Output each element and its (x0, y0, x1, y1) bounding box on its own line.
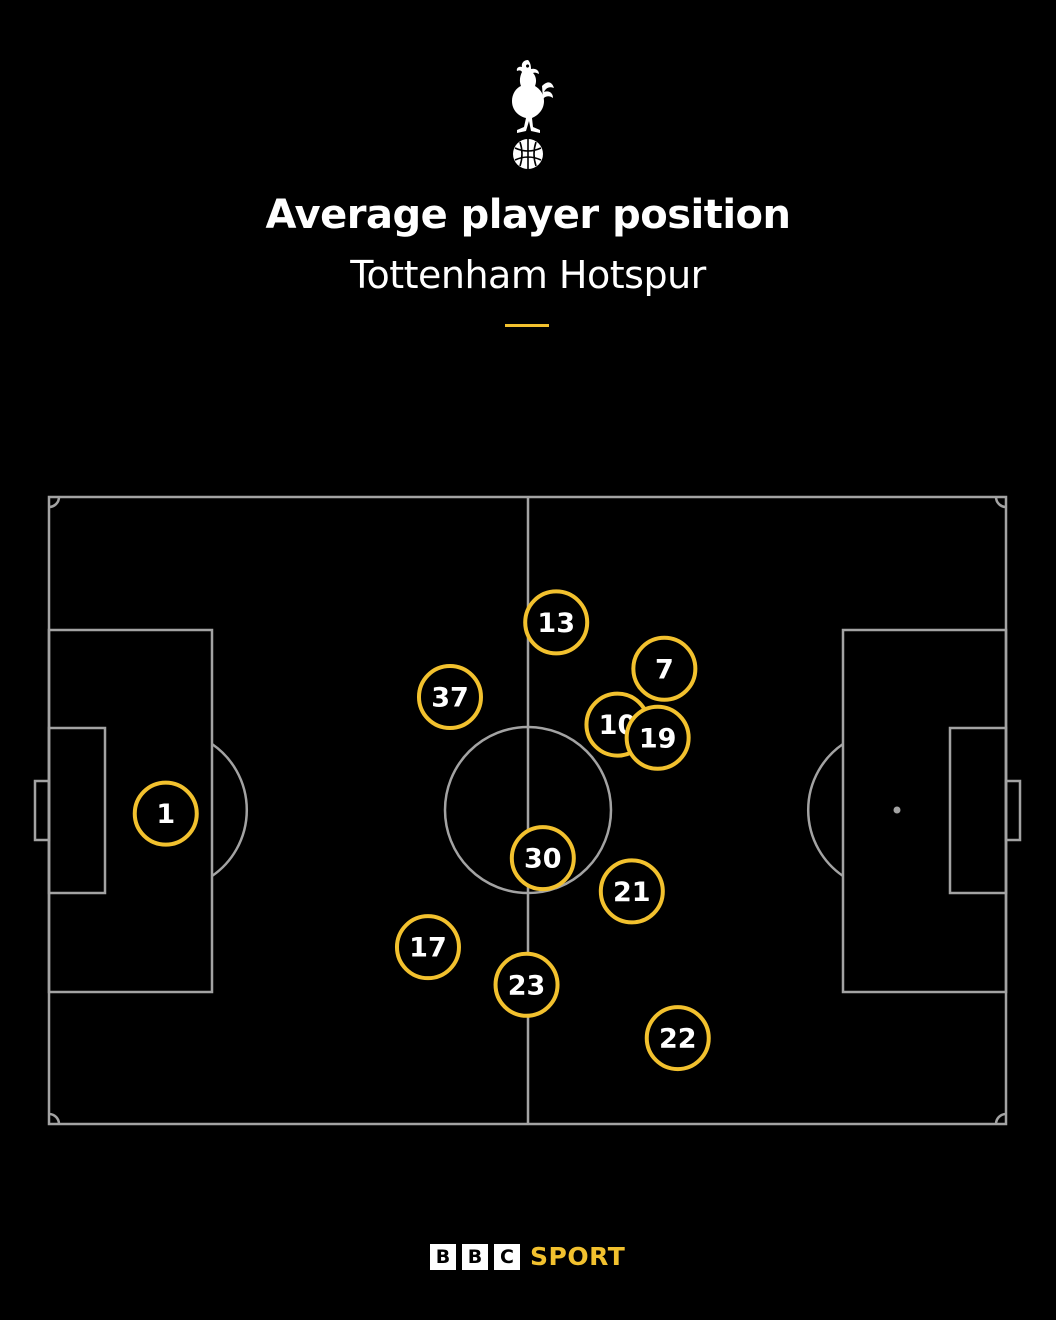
bbc-sport-logo: B B C SPORT (430, 1242, 625, 1272)
corner-arc-bottom-right (994, 1112, 1007, 1125)
bbc-letter-b1: B (430, 1244, 456, 1270)
player-ring (644, 1005, 711, 1072)
bbc-letter-c: C (494, 1244, 520, 1270)
left-six-yard-box (47, 726, 107, 895)
right-penalty-area (841, 628, 1008, 994)
tottenham-cockerel-crest-icon (512, 60, 554, 169)
player-ring (394, 914, 461, 981)
player-number: 23 (508, 970, 546, 1001)
player-ring (631, 635, 698, 702)
player-marker-7: 7 (631, 635, 698, 702)
player-number: 7 (655, 654, 674, 685)
player-ring (624, 704, 691, 771)
right-six-yard-box (948, 726, 1008, 895)
corner-arc-bottom-left (48, 1112, 61, 1125)
right-goal (1004, 779, 1022, 842)
chart-title: Average player position (265, 192, 791, 238)
right-penalty-arc (807, 742, 844, 878)
player-marker-13: 13 (523, 589, 590, 656)
player-ring (509, 825, 576, 892)
player-marker-1: 1 (132, 780, 199, 847)
player-ring (523, 589, 590, 656)
player-number: 13 (537, 608, 575, 639)
bbc-letter-b2: B (462, 1244, 488, 1270)
player-number: 17 (409, 933, 447, 964)
player-ring (132, 780, 199, 847)
player-number: 19 (639, 723, 677, 754)
player-marker-21: 21 (598, 858, 665, 925)
player-number: 30 (524, 844, 562, 875)
sport-label: SPORT (530, 1242, 626, 1271)
chart-subtitle: Tottenham Hotspur (350, 253, 706, 297)
pitch-markings (33, 495, 1022, 1126)
player-marker-37: 37 (416, 664, 483, 731)
player-ring (493, 951, 560, 1018)
player-marker-23: 23 (493, 951, 560, 1018)
title-divider (505, 324, 549, 327)
player-number: 37 (431, 683, 469, 714)
player-ring (416, 664, 483, 731)
corner-arc-top-left (48, 496, 61, 509)
corner-arc-top-right (994, 496, 1007, 509)
player-ring (598, 858, 665, 925)
centre-circle (443, 725, 613, 895)
player-marker-30: 30 (509, 825, 576, 892)
player-number: 21 (613, 877, 651, 908)
player-marker-19: 19 (624, 704, 691, 771)
player-marker-17: 17 (394, 914, 461, 981)
player-number: 1 (156, 799, 175, 830)
player-marker-22: 22 (644, 1005, 711, 1072)
left-goal (33, 779, 51, 842)
player-number: 22 (659, 1024, 697, 1055)
right-penalty-spot (893, 806, 901, 814)
left-penalty-arc (211, 742, 248, 878)
